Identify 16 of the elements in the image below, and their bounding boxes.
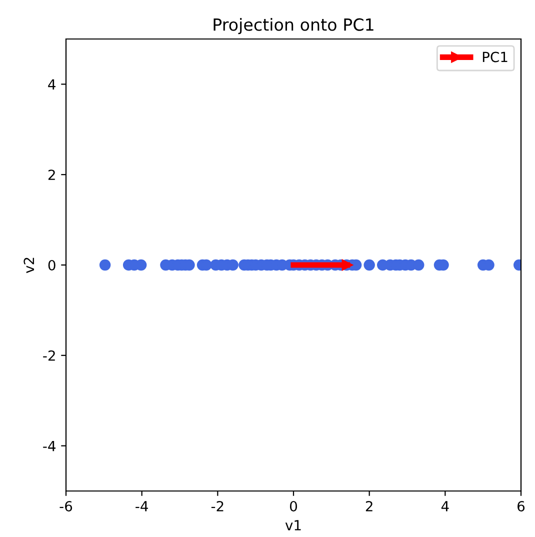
x-tick-label: -4 bbox=[136, 501, 148, 512]
y-tick-label: 0 bbox=[48, 260, 56, 270]
x-tick-label: 0 bbox=[290, 500, 297, 512]
x-tick-label: 6 bbox=[518, 500, 525, 512]
x-tick-label: 2 bbox=[366, 500, 372, 512]
legend-label: PC1 bbox=[482, 52, 508, 62]
y-axis-title: v2 bbox=[24, 258, 34, 274]
x-tick-label: -6 bbox=[60, 500, 72, 512]
y-tick-label: 2 bbox=[48, 170, 55, 180]
x-tick-label: -2 bbox=[211, 500, 224, 512]
y-tick-label: -2 bbox=[43, 350, 55, 361]
chart-title: Projection onto PC1 bbox=[214, 18, 374, 34]
y-tick-label: -4 bbox=[43, 440, 56, 452]
x-axis-title: v1 bbox=[285, 520, 301, 530]
y-tick-label: 4 bbox=[48, 79, 56, 90]
x-tick-label: 4 bbox=[441, 501, 449, 512]
